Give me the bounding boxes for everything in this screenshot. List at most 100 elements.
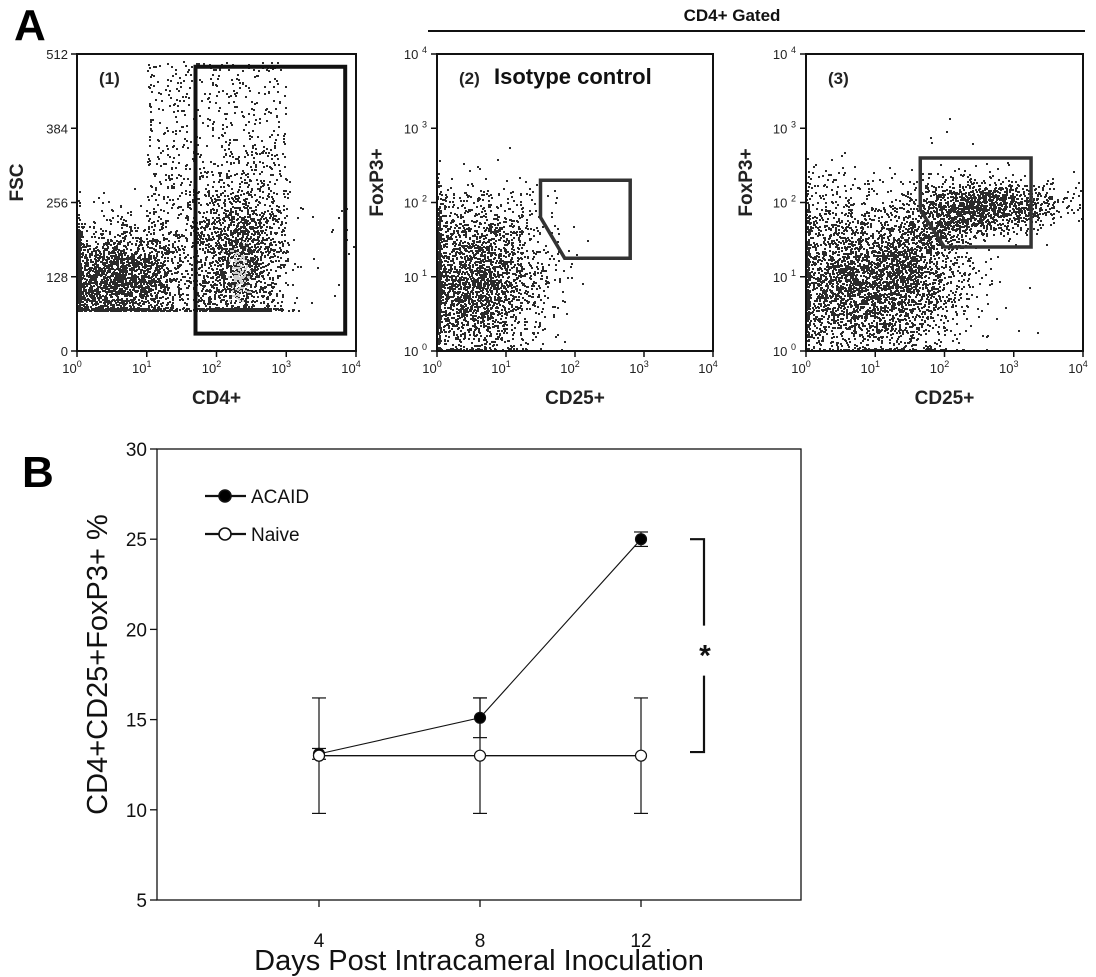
event-dot bbox=[101, 269, 103, 271]
event-dot bbox=[163, 163, 165, 165]
event-dot bbox=[102, 246, 104, 248]
event-dot bbox=[244, 240, 246, 242]
event-dot bbox=[261, 216, 263, 218]
event-dot bbox=[260, 218, 262, 220]
event-dot bbox=[89, 270, 91, 272]
event-dot bbox=[248, 121, 250, 123]
event-dot bbox=[106, 286, 108, 288]
panel-a-letter: A bbox=[14, 1, 46, 50]
event-dot bbox=[247, 249, 249, 251]
event-dot bbox=[176, 88, 178, 90]
event-dot bbox=[134, 270, 136, 272]
event-dot bbox=[257, 188, 259, 190]
event-dot bbox=[150, 284, 152, 286]
event-dot bbox=[191, 268, 193, 270]
event-dot bbox=[230, 222, 232, 224]
event-dot bbox=[223, 283, 225, 285]
event-dot bbox=[259, 122, 261, 124]
event-dot bbox=[146, 234, 148, 236]
event-dot bbox=[183, 178, 185, 180]
event-dot bbox=[198, 63, 200, 65]
event-dot bbox=[86, 292, 88, 294]
event-dot bbox=[90, 310, 92, 312]
event-dot bbox=[150, 304, 152, 306]
event-dot bbox=[156, 304, 158, 306]
event-dot bbox=[285, 222, 287, 224]
event-dot bbox=[273, 192, 275, 194]
event-dot bbox=[137, 276, 139, 278]
event-dot bbox=[258, 243, 260, 245]
event-dot bbox=[96, 310, 98, 312]
event-dot bbox=[112, 309, 114, 311]
event-dot bbox=[158, 251, 160, 253]
event-dot bbox=[199, 223, 201, 225]
event-dot bbox=[223, 278, 225, 280]
event-dot bbox=[133, 302, 135, 304]
event-dot bbox=[216, 277, 218, 279]
event-dot bbox=[277, 91, 279, 93]
event-dot bbox=[241, 190, 243, 192]
event-dot bbox=[217, 280, 219, 282]
event-dot bbox=[166, 238, 168, 240]
event-dot bbox=[90, 291, 92, 293]
event-dot bbox=[129, 289, 131, 291]
event-dot bbox=[100, 306, 102, 308]
event-dot bbox=[141, 244, 143, 246]
event-dot bbox=[186, 303, 188, 305]
event-dot bbox=[247, 234, 249, 236]
event-dot bbox=[130, 299, 132, 301]
event-dot bbox=[168, 94, 170, 96]
event-dot bbox=[223, 228, 225, 230]
event-dot bbox=[155, 288, 157, 290]
event-dot bbox=[140, 296, 142, 298]
event-dot bbox=[192, 201, 194, 203]
event-dot bbox=[147, 300, 149, 302]
event-dot bbox=[78, 243, 80, 245]
event-dot bbox=[280, 264, 282, 266]
event-dot bbox=[189, 184, 191, 186]
event-dot bbox=[218, 137, 220, 139]
event-dot bbox=[203, 241, 205, 243]
event-dot bbox=[166, 274, 168, 276]
event-dot bbox=[78, 266, 79, 268]
event-dot bbox=[244, 156, 246, 158]
event-dot bbox=[116, 248, 118, 250]
event-dot bbox=[205, 247, 207, 249]
event-dot bbox=[124, 224, 126, 226]
event-dot bbox=[223, 233, 225, 235]
event-dot bbox=[206, 309, 208, 311]
event-dot bbox=[217, 271, 219, 273]
event-dot bbox=[206, 211, 208, 213]
event-dot bbox=[106, 293, 108, 295]
event-dot bbox=[283, 141, 285, 143]
event-dot bbox=[225, 272, 227, 274]
event-dot bbox=[204, 221, 206, 223]
event-dot bbox=[210, 265, 212, 267]
event-dot bbox=[150, 294, 152, 296]
event-dot bbox=[226, 286, 228, 288]
event-dot bbox=[200, 221, 202, 223]
event-dot bbox=[84, 268, 86, 270]
event-dot bbox=[141, 300, 143, 302]
event-dot bbox=[275, 215, 277, 217]
event-dot bbox=[130, 285, 132, 287]
event-dot bbox=[148, 275, 150, 277]
event-dot bbox=[173, 234, 175, 236]
event-dot bbox=[131, 295, 133, 297]
event-dot bbox=[147, 154, 149, 156]
event-dot bbox=[208, 246, 210, 248]
event-dot bbox=[111, 240, 113, 242]
event-dot bbox=[96, 295, 98, 297]
event-dot bbox=[175, 130, 177, 132]
event-dot bbox=[223, 299, 225, 301]
event-dot bbox=[143, 301, 145, 303]
event-dot bbox=[114, 242, 116, 244]
event-dot bbox=[78, 295, 80, 297]
event-dot bbox=[269, 217, 271, 219]
event-dot bbox=[234, 174, 236, 176]
event-dot bbox=[224, 195, 226, 197]
event-dot bbox=[148, 291, 150, 293]
event-dot bbox=[142, 266, 144, 268]
event-dot bbox=[78, 271, 80, 273]
event-dot bbox=[103, 253, 105, 255]
